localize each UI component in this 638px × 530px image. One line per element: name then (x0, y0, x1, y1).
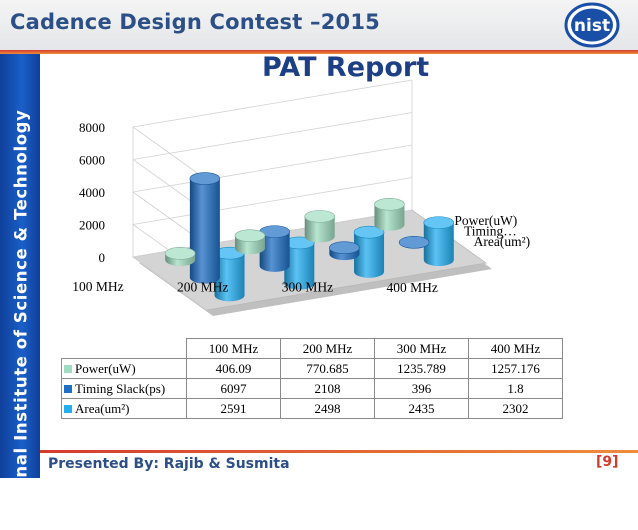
y-tick-label: 4000 (79, 185, 105, 200)
series-depth-labels: Power(uW)Timing…Area(um²) (454, 213, 530, 249)
table-header-cell: 300 MHz (374, 338, 469, 359)
y-tick-label: 0 (99, 250, 106, 265)
header-title: Cadence Design Contest –2015 (10, 10, 380, 34)
legend-key-power (64, 364, 72, 373)
table-cell: 1.8 (468, 378, 563, 399)
bar-body (374, 204, 405, 231)
table-header-cell: 400 MHz (468, 338, 563, 359)
table-row-label: Power(uW) (61, 358, 187, 379)
presenters: Presented By: Rajib & Susmita (48, 456, 290, 472)
legend-key-timing (64, 384, 72, 393)
table-row-label: Timing Slack(ps) (61, 378, 187, 399)
y-tick-label: 2000 (79, 218, 105, 233)
bar-body (214, 253, 245, 302)
x-tick-label: 100 MHz (72, 279, 123, 294)
x-tick-label: 200 MHz (177, 279, 228, 294)
bar-body (304, 216, 335, 243)
bar-top (234, 229, 266, 242)
table-cell: 1235.789 (374, 358, 469, 379)
table-cell: 406.09 (186, 358, 281, 379)
gridline (132, 144, 413, 193)
gridline (132, 177, 413, 225)
chart-bars (164, 172, 455, 302)
table-header-cell: 100 MHz (186, 338, 281, 359)
y-axis: 0 2000 4000 6000 8000 (79, 120, 105, 265)
gridline (132, 79, 413, 128)
table-cell: 2302 (468, 398, 563, 419)
table-cell: 2108 (280, 378, 375, 399)
bar (259, 225, 290, 272)
x-tick-label: 300 MHz (282, 280, 333, 295)
bar-body (423, 222, 454, 267)
bar-top (329, 241, 360, 254)
bar (164, 247, 196, 266)
sidebar: National Institute of Science & Technolo… (0, 54, 40, 530)
bar (304, 210, 336, 243)
logo-text: nist (574, 16, 610, 36)
bar-top (398, 236, 430, 249)
bar (398, 236, 430, 249)
table-cell: 1257.176 (468, 358, 563, 379)
table-corner (61, 338, 187, 359)
bar (353, 225, 385, 278)
bar-top (304, 210, 336, 223)
table-row-label: Area(um²) (61, 398, 187, 419)
bar (234, 229, 266, 255)
slide-title: PAT Report (262, 52, 430, 83)
header-bar (0, 0, 638, 50)
gridline (132, 112, 413, 160)
footer-accent-line (40, 450, 638, 453)
series-label: Timing… (464, 224, 517, 239)
bar-body (189, 178, 220, 284)
x-axis: 100 MHz 200 MHz 300 MHz 400 MHz (72, 279, 438, 295)
bar-top (353, 225, 385, 239)
page-number: [9] (596, 454, 619, 470)
bar-top (164, 247, 196, 260)
bar-body (259, 231, 290, 272)
table-header-cell: 200 MHz (280, 338, 375, 359)
x-tick-label: 400 MHz (386, 280, 437, 295)
data-table: 100 MHz 200 MHz 300 MHz 400 MHz Power(uW… (61, 338, 563, 419)
header-accent-line (0, 50, 638, 54)
bar (329, 241, 360, 261)
bar-body (354, 232, 385, 278)
chart-grid (132, 79, 413, 311)
table-row-area: Area(um²) 2591 2498 2435 2302 (61, 398, 563, 419)
sidebar-institute-name: National Institute of Science & Technolo… (11, 109, 31, 530)
table-cell: 2435 (374, 398, 469, 419)
bar (283, 236, 315, 290)
pat-chart: 0 2000 4000 6000 8000 100 MHz 200 MHz 300 MHz 4… (72, 79, 530, 316)
y-tick-label: 8000 (79, 120, 105, 135)
table-cell: 2498 (280, 398, 375, 419)
series-label: Area(um²) (474, 234, 531, 249)
series-label: Power(uW) (454, 213, 517, 228)
legend-key-area (64, 404, 72, 413)
bar (423, 216, 455, 267)
bar (189, 172, 221, 284)
table-cell: 2591 (186, 398, 281, 419)
bar (374, 197, 405, 231)
bar-top (189, 172, 221, 185)
table-row-timing: Timing Slack(ps) 6097 2108 396 1.8 (61, 378, 563, 399)
table-cell: 770.685 (280, 358, 375, 379)
table-cell: 396 (374, 378, 469, 399)
table-header-row: 100 MHz 200 MHz 300 MHz 400 MHz (61, 338, 563, 359)
table-cell: 6097 (186, 378, 281, 399)
nist-logo: nist (564, 2, 620, 48)
bar-top (423, 216, 455, 229)
gridline (132, 256, 208, 311)
y-tick-label: 6000 (79, 153, 105, 168)
table-row-power: Power(uW) 406.09 770.685 1235.789 1257.1… (61, 358, 563, 379)
bar-body (284, 242, 315, 290)
gridline (132, 126, 208, 181)
bar-top (374, 197, 405, 211)
